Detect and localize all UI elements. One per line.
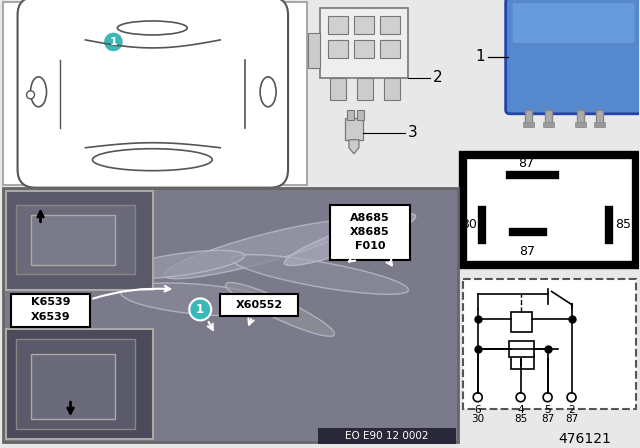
Ellipse shape xyxy=(116,250,244,279)
Bar xyxy=(357,110,364,120)
Ellipse shape xyxy=(121,283,280,316)
Bar xyxy=(11,294,90,327)
Bar xyxy=(3,188,458,442)
Bar xyxy=(357,78,373,100)
Bar xyxy=(577,110,584,126)
Text: 87: 87 xyxy=(565,414,578,424)
Bar xyxy=(6,329,154,439)
Text: 5: 5 xyxy=(544,405,551,415)
Bar xyxy=(463,155,636,264)
Bar xyxy=(328,16,348,34)
Bar xyxy=(451,190,463,224)
Text: 476121: 476121 xyxy=(558,432,611,446)
Bar xyxy=(354,40,374,58)
Text: F010: F010 xyxy=(355,241,385,250)
Bar xyxy=(6,191,154,290)
Ellipse shape xyxy=(232,254,408,294)
Bar xyxy=(31,215,115,264)
Bar xyxy=(509,341,534,358)
Text: 87: 87 xyxy=(518,157,534,170)
Text: A8685: A8685 xyxy=(350,213,390,223)
Bar xyxy=(330,78,346,100)
Text: 87: 87 xyxy=(520,245,536,258)
Text: K6539: K6539 xyxy=(31,297,70,307)
Bar xyxy=(384,78,400,100)
Bar xyxy=(345,118,363,140)
Text: 87: 87 xyxy=(541,414,554,424)
Bar xyxy=(511,312,532,332)
Ellipse shape xyxy=(260,77,276,107)
Bar xyxy=(220,294,298,316)
Ellipse shape xyxy=(117,21,188,35)
Text: 1: 1 xyxy=(109,37,117,47)
Text: 30: 30 xyxy=(471,414,484,424)
Text: EO E90 12 0002: EO E90 12 0002 xyxy=(345,431,429,441)
Bar xyxy=(545,110,552,126)
Ellipse shape xyxy=(226,283,335,336)
Bar xyxy=(543,122,554,127)
Text: 3: 3 xyxy=(408,125,417,140)
FancyBboxPatch shape xyxy=(17,0,288,188)
Bar xyxy=(523,122,534,127)
Text: X8685: X8685 xyxy=(350,227,390,237)
Bar xyxy=(463,280,636,409)
Text: 1: 1 xyxy=(475,49,484,65)
Bar xyxy=(511,354,534,369)
Bar xyxy=(596,110,604,126)
Text: 1: 1 xyxy=(196,303,204,316)
Text: 2: 2 xyxy=(433,70,442,86)
Text: 30: 30 xyxy=(461,218,477,231)
Bar xyxy=(330,205,410,259)
Text: 4: 4 xyxy=(517,405,524,415)
Circle shape xyxy=(189,298,211,320)
Ellipse shape xyxy=(31,77,47,107)
Text: 2: 2 xyxy=(568,405,575,415)
Text: 85: 85 xyxy=(514,414,527,424)
Circle shape xyxy=(104,32,124,52)
Bar xyxy=(31,354,115,419)
Ellipse shape xyxy=(284,214,416,266)
Bar xyxy=(354,16,374,34)
Bar xyxy=(380,16,400,34)
Bar xyxy=(525,110,532,126)
Bar xyxy=(636,190,640,224)
Bar xyxy=(308,33,320,68)
Circle shape xyxy=(473,393,482,402)
Text: 6: 6 xyxy=(474,405,481,415)
Bar xyxy=(3,2,307,185)
Circle shape xyxy=(567,393,576,402)
Bar xyxy=(380,40,400,58)
Ellipse shape xyxy=(164,220,356,279)
Text: 85: 85 xyxy=(616,218,632,231)
FancyBboxPatch shape xyxy=(513,3,634,43)
Polygon shape xyxy=(349,140,359,154)
Text: X60552: X60552 xyxy=(236,301,283,310)
Bar xyxy=(347,110,354,120)
Bar xyxy=(320,8,408,78)
Ellipse shape xyxy=(92,149,212,171)
FancyBboxPatch shape xyxy=(506,0,640,114)
Circle shape xyxy=(26,91,35,99)
Text: X6539: X6539 xyxy=(31,312,70,323)
Bar xyxy=(318,428,456,444)
Bar xyxy=(15,340,135,429)
Bar xyxy=(328,40,348,58)
Circle shape xyxy=(543,393,552,402)
Circle shape xyxy=(516,393,525,402)
Bar xyxy=(595,122,605,127)
Bar xyxy=(575,122,586,127)
Bar xyxy=(15,205,135,275)
